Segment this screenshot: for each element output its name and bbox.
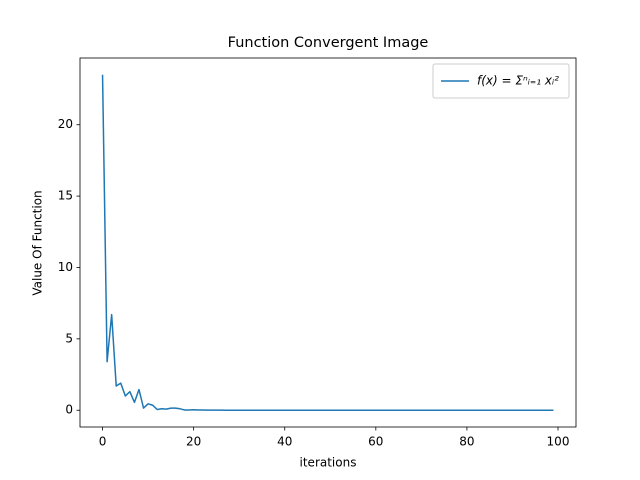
- x-tick-label: 0: [99, 435, 107, 449]
- x-tick-label: 80: [459, 435, 474, 449]
- plot-frame: [79, 57, 577, 428]
- y-tick-label: 5: [65, 331, 73, 345]
- y-axis-label: Value Of Function: [31, 190, 45, 295]
- x-tick-label: 40: [277, 435, 292, 449]
- x-tick-label: 60: [368, 435, 383, 449]
- y-tick-label: 15: [58, 189, 73, 203]
- x-tick-label: 20: [186, 435, 201, 449]
- x-axis-label: iterations: [300, 456, 357, 470]
- y-tick-label: 10: [58, 260, 73, 274]
- y-tick-label: 0: [65, 403, 73, 417]
- chart-title: Function Convergent Image: [228, 35, 429, 51]
- legend-box: [432, 63, 570, 99]
- x-tick-label: 100: [547, 435, 570, 449]
- legend-label: f(x) = Σⁿᵢ₌₁ xᵢ²: [477, 74, 559, 88]
- data-line: [101, 74, 554, 411]
- y-tick-label: 20: [58, 117, 73, 131]
